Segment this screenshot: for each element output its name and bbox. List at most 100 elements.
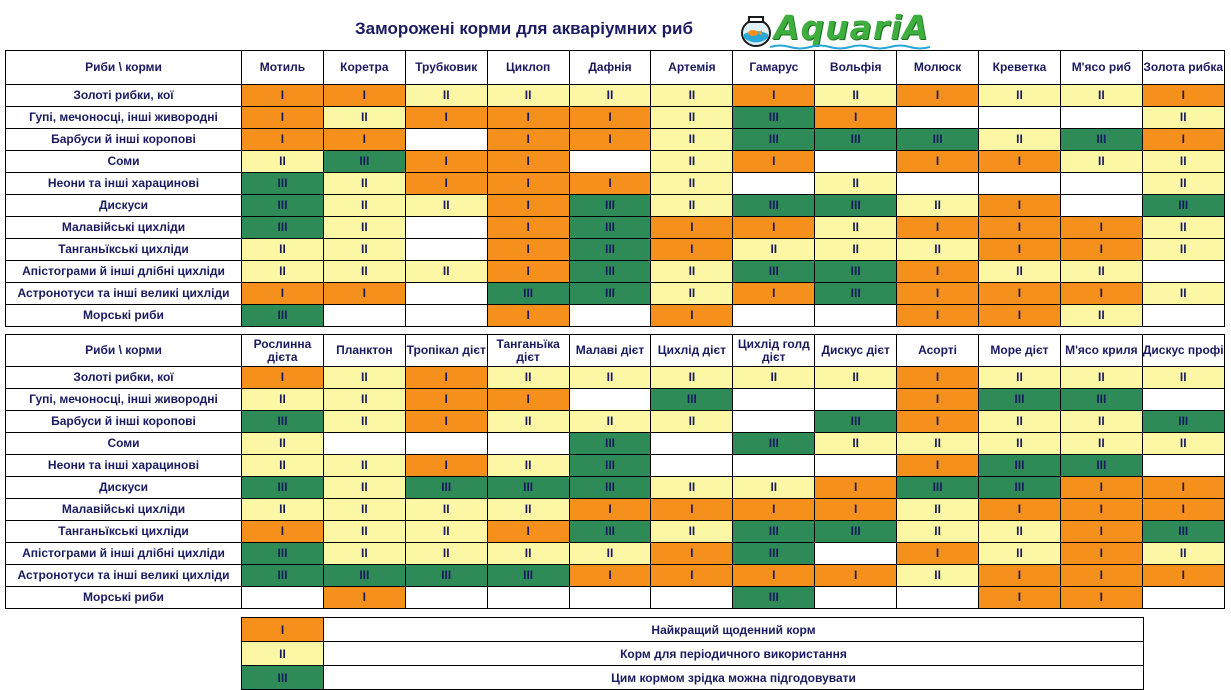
food-header: Рослинна дієта [241,334,324,367]
rating-cell: II [322,410,406,433]
rating-cell: III [404,476,488,499]
rating-cell: II [322,498,406,521]
rating-cell: II [322,454,406,477]
rating-cell: III [732,260,816,283]
rating-cell: III [814,282,898,305]
rating-cell: I [241,520,324,543]
logo-wave [770,44,930,50]
table-row: Неони та інші харацинові II II I II III I III II… [5,454,1225,477]
header: Заморожені корми для акваріумних риб Aqu… [0,8,1231,50]
rating-cell: I [322,282,406,305]
rating-cell: III [404,564,488,587]
rating-cell: III [568,520,652,543]
rating-cell: II [1141,106,1225,129]
rating-cell: II [1059,366,1143,389]
rating-cell: I [486,106,570,129]
rating-cell: II [650,150,734,173]
rating-cell: II [896,520,980,543]
rating-cell: II [568,366,652,389]
frozen-food-table-2: Риби \ корми Рослинна дієта Планктон Тропік… [5,334,1225,609]
rating-cell: II [1141,432,1225,455]
rating-cell: III [1141,410,1225,433]
rating-cell: II [978,542,1061,565]
table-row: Малавійські цихліди III II I III I I II I I I II [5,216,1225,239]
rating-cell: III [486,476,570,499]
rating-cell: III [1059,388,1143,411]
rating-cell: I [568,172,652,195]
rating-cell: II [1141,282,1225,305]
fish-label: Гупі, мечоносці, інші живородні [5,106,242,129]
page-title: Заморожені корми для акваріумних риб [355,19,693,38]
rating-cell: I [896,542,980,565]
rating-cell: II [241,454,324,477]
rating-cell: II [732,476,816,499]
rating-cell: I [568,106,652,129]
rating-cell: II [322,542,406,565]
rating-cell: I [1141,128,1225,151]
rating-cell [814,304,898,327]
rating-cell: III [814,128,898,151]
table-row: Морські риби I III I I [5,586,1225,609]
table-row: Соми II III III II II II II II [5,432,1225,455]
rating-cell: III [732,194,816,217]
rating-cell: II [1059,432,1143,455]
table-row: Танганьїкські цихліди I II II I III II III III II… [5,520,1225,543]
rating-cell: II [1059,84,1143,107]
food-header: Коретра [322,50,406,85]
rating-cell: I [1059,520,1143,543]
food-header: Золота рибка [1141,50,1225,85]
rating-cell: II [814,366,898,389]
rating-cell: I [241,128,324,151]
rating-cell: III [732,128,816,151]
rating-cell: I [486,150,570,173]
rating-cell: I [732,216,816,239]
food-header: Гамарус [732,50,816,85]
rating-cell [650,454,734,477]
rating-cell: III [1059,454,1143,477]
rating-cell: II [486,454,570,477]
rating-cell: I [404,388,488,411]
rating-cell [1141,388,1225,411]
legend-row: II Корм для періодичного використання [241,641,1144,666]
table-row: Малавійські цихліди II II II II I I I I II I I I [5,498,1225,521]
rating-cell: III [814,260,898,283]
rating-cell: I [978,498,1061,521]
rating-cell: II [322,216,406,239]
rating-cell: I [486,216,570,239]
rating-cell: I [732,564,816,587]
rating-cell: I [486,172,570,195]
rating-cell: II [241,388,324,411]
rating-cell: II [896,498,980,521]
rating-cell: I [404,366,488,389]
rating-cell: II [814,84,898,107]
rating-cell: I [814,106,898,129]
rating-cell: II [650,282,734,305]
rating-cell: II [322,172,406,195]
rating-cell: I [568,128,652,151]
rating-cell [814,150,898,173]
rating-cell [568,150,652,173]
rating-cell [1141,454,1225,477]
rating-cell: II [1059,410,1143,433]
rating-cell: III [978,388,1061,411]
rating-cell [322,432,406,455]
rating-cell [1059,172,1143,195]
frozen-food-table-1: Риби \ корми Мотиль Коретра Трубковик Циклоп… [5,50,1225,327]
fish-label: Барбуси й інші коропові [5,410,242,433]
rating-cell: I [978,150,1061,173]
rating-cell: II [241,498,324,521]
rating-cell: II [978,260,1061,283]
rating-cell: I [1141,476,1225,499]
rating-cell [1141,304,1225,327]
rating-cell [1141,586,1225,609]
rating-cell: I [896,282,980,305]
food-header: М'ясо криля [1059,334,1143,367]
rating-cell [404,304,488,327]
table-row: Соми II III I I II I I I II II [5,150,1225,173]
rating-cell [404,586,488,609]
food-header: Цихлід голд дієт [732,334,816,367]
rating-cell: III [322,564,406,587]
rating-cell [568,304,652,327]
fish-label: Неони та інші харацинові [5,172,242,195]
rating-cell: II [322,260,406,283]
